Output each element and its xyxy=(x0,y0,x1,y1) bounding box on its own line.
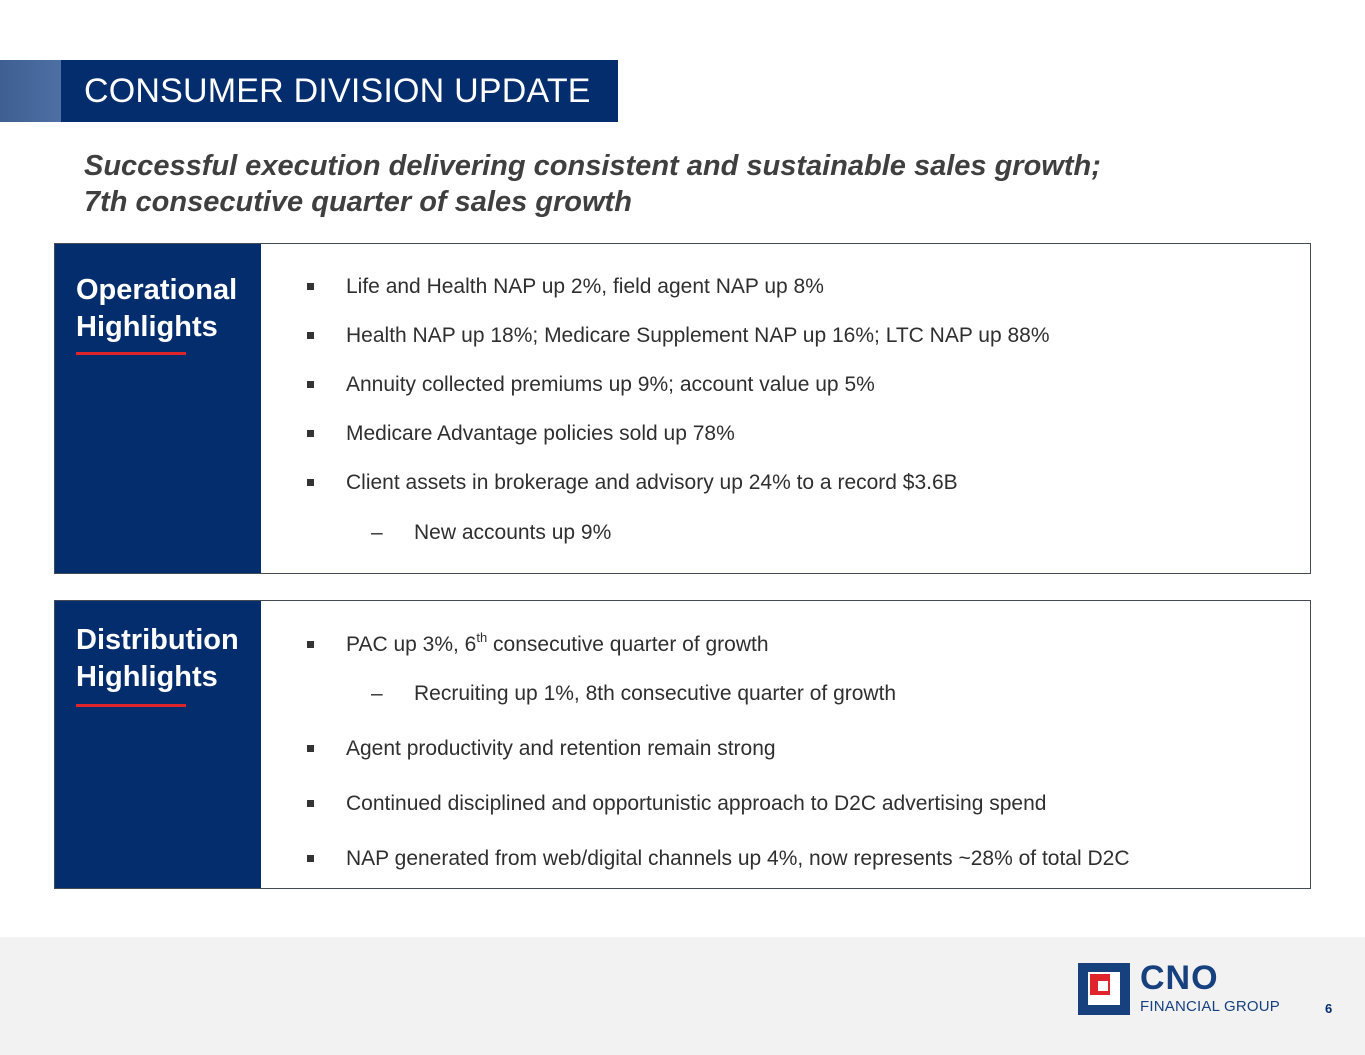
square-bullet-icon xyxy=(307,381,314,388)
bullet-text: Life and Health NAP up 2%, field agent N… xyxy=(346,275,824,298)
distribution-heading-line-1: Distribution xyxy=(76,624,239,656)
square-bullet-icon xyxy=(307,430,314,437)
square-bullet-icon xyxy=(307,283,314,290)
subtitle-line-2: 7th consecutive quarter of sales growth xyxy=(84,186,632,218)
square-bullet-icon xyxy=(307,641,314,648)
sub-bullet-text: New accounts up 9% xyxy=(414,521,612,544)
bullet-text: NAP generated from web/digital channels … xyxy=(346,847,1130,870)
distribution-highlights-panel: Distribution Highlights PAC up 3%, 6th c… xyxy=(54,600,1311,889)
logo-mark-center xyxy=(1098,981,1108,991)
distribution-heading-underline xyxy=(76,704,186,707)
distribution-heading-line-2: Highlights xyxy=(76,661,218,693)
bullet-text: Client assets in brokerage and advisory … xyxy=(346,471,958,494)
footer: CNO FINANCIAL GROUP 6 xyxy=(0,937,1365,1055)
bullet-text: Medicare Advantage policies sold up 78% xyxy=(346,422,735,445)
title-bar: CONSUMER DIVISION UPDATE xyxy=(61,60,618,122)
square-bullet-icon xyxy=(307,479,314,486)
operational-heading: Operational Highlights xyxy=(76,272,237,346)
square-bullet-icon xyxy=(307,855,314,862)
operational-highlights-panel: Operational Highlights Life and Health N… xyxy=(54,243,1311,574)
distribution-side-panel: Distribution Highlights xyxy=(55,601,261,888)
dash-bullet-icon: – xyxy=(371,521,383,544)
distribution-heading: Distribution Highlights xyxy=(76,622,239,696)
subtitle: Successful execution delivering consiste… xyxy=(84,148,1284,220)
bullet-text-part: consecutive quarter of growth xyxy=(487,633,769,656)
operational-heading-line-1: Operational xyxy=(76,274,238,306)
page-number: 6 xyxy=(1325,1001,1333,1016)
square-bullet-icon xyxy=(307,800,314,807)
square-bullet-icon xyxy=(307,332,314,339)
operational-side-panel: Operational Highlights xyxy=(55,244,261,573)
logo-subtitle: FINANCIAL GROUP xyxy=(1140,998,1280,1015)
square-bullet-icon xyxy=(307,745,314,752)
subtitle-line-1: Successful execution delivering consiste… xyxy=(84,150,1101,182)
operational-heading-line-2: Highlights xyxy=(76,311,218,343)
sub-bullet-text: Recruiting up 1%, 8th consecutive quarte… xyxy=(414,682,897,705)
bullet-text: Annuity collected premiums up 9%; accoun… xyxy=(346,373,875,396)
bullet-text: PAC up 3%, 6th consecutive quarter of gr… xyxy=(346,630,769,660)
dash-bullet-icon: – xyxy=(371,682,383,705)
page-title: CONSUMER DIVISION UPDATE xyxy=(84,72,591,110)
ordinal-suffix: th xyxy=(476,630,488,645)
bullet-text: Continued disciplined and opportunistic … xyxy=(346,792,1047,815)
bullet-text-part: PAC up 3%, 6 xyxy=(346,633,477,656)
cno-logo-mark-icon xyxy=(1078,963,1130,1015)
logo-wordmark: CNO xyxy=(1140,959,1219,997)
operational-heading-underline xyxy=(76,352,186,355)
bullet-text: Agent productivity and retention remain … xyxy=(346,737,776,760)
title-accent-block xyxy=(0,60,61,122)
cno-logo: CNO FINANCIAL GROUP xyxy=(1078,959,1288,1019)
bullet-text: Health NAP up 18%; Medicare Supplement N… xyxy=(346,324,1050,347)
